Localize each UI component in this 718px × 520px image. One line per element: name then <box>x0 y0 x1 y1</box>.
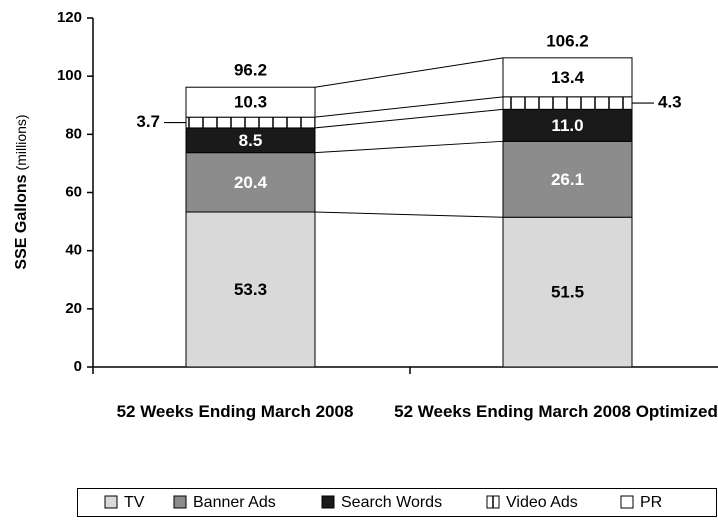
value-label: 26.1 <box>551 170 584 189</box>
connector-line <box>314 140 504 154</box>
legend-label: Video Ads <box>506 494 578 511</box>
bar-segment <box>502 96 633 110</box>
y-tick-label: 100 <box>57 67 82 84</box>
legend-label: TV <box>124 494 145 511</box>
y-tick-label: 40 <box>65 242 82 259</box>
bar-segment <box>185 86 316 118</box>
legend-label: Search Words <box>341 494 442 511</box>
x-tick-label: 52 Weeks Ending March 2008 Optimized <box>394 402 718 421</box>
legend-swatch <box>321 495 335 509</box>
legend-swatch <box>620 495 634 509</box>
value-label: 53.3 <box>234 280 267 299</box>
bar-segment <box>185 127 316 154</box>
y-tick-label: 0 <box>74 358 82 375</box>
bar-segment <box>502 216 633 368</box>
value-label: 8.5 <box>239 131 263 150</box>
value-label: 3.7 <box>136 112 160 131</box>
value-label: 4.3 <box>658 93 682 112</box>
y-tick-label: 60 <box>65 183 82 200</box>
total-label: 96.2 <box>234 61 267 80</box>
bar-segment <box>185 116 316 129</box>
y-label-unit: (millions) <box>13 114 29 170</box>
x-tick-label: 52 Weeks Ending March 2008 <box>116 402 354 421</box>
value-label: 11.0 <box>551 116 583 135</box>
y-axis-title: SSE Gallons (millions) <box>13 114 31 269</box>
connector-line <box>314 57 504 88</box>
value-label: 13.4 <box>551 68 585 87</box>
y-tick-label: 120 <box>57 9 82 26</box>
y-tick-label: 20 <box>65 300 82 317</box>
total-label: 106.2 <box>546 31 589 50</box>
y-label: SSE Gallons <box>13 174 30 269</box>
legend-swatch <box>173 495 187 509</box>
bar-segment <box>502 140 633 218</box>
legend-label: PR <box>640 494 662 511</box>
bar-segment <box>185 152 316 213</box>
connector-line <box>314 108 504 129</box>
bar-segment <box>502 57 633 98</box>
value-label: 20.4 <box>234 173 268 192</box>
legend-label: Banner Ads <box>193 494 276 511</box>
bar-segment <box>185 211 316 368</box>
legend-swatch <box>104 495 118 509</box>
y-tick-label: 80 <box>65 125 82 142</box>
value-label: 51.5 <box>551 283 584 302</box>
connector-line <box>314 96 504 118</box>
connector-line <box>314 211 504 218</box>
value-label: 10.3 <box>234 93 267 112</box>
